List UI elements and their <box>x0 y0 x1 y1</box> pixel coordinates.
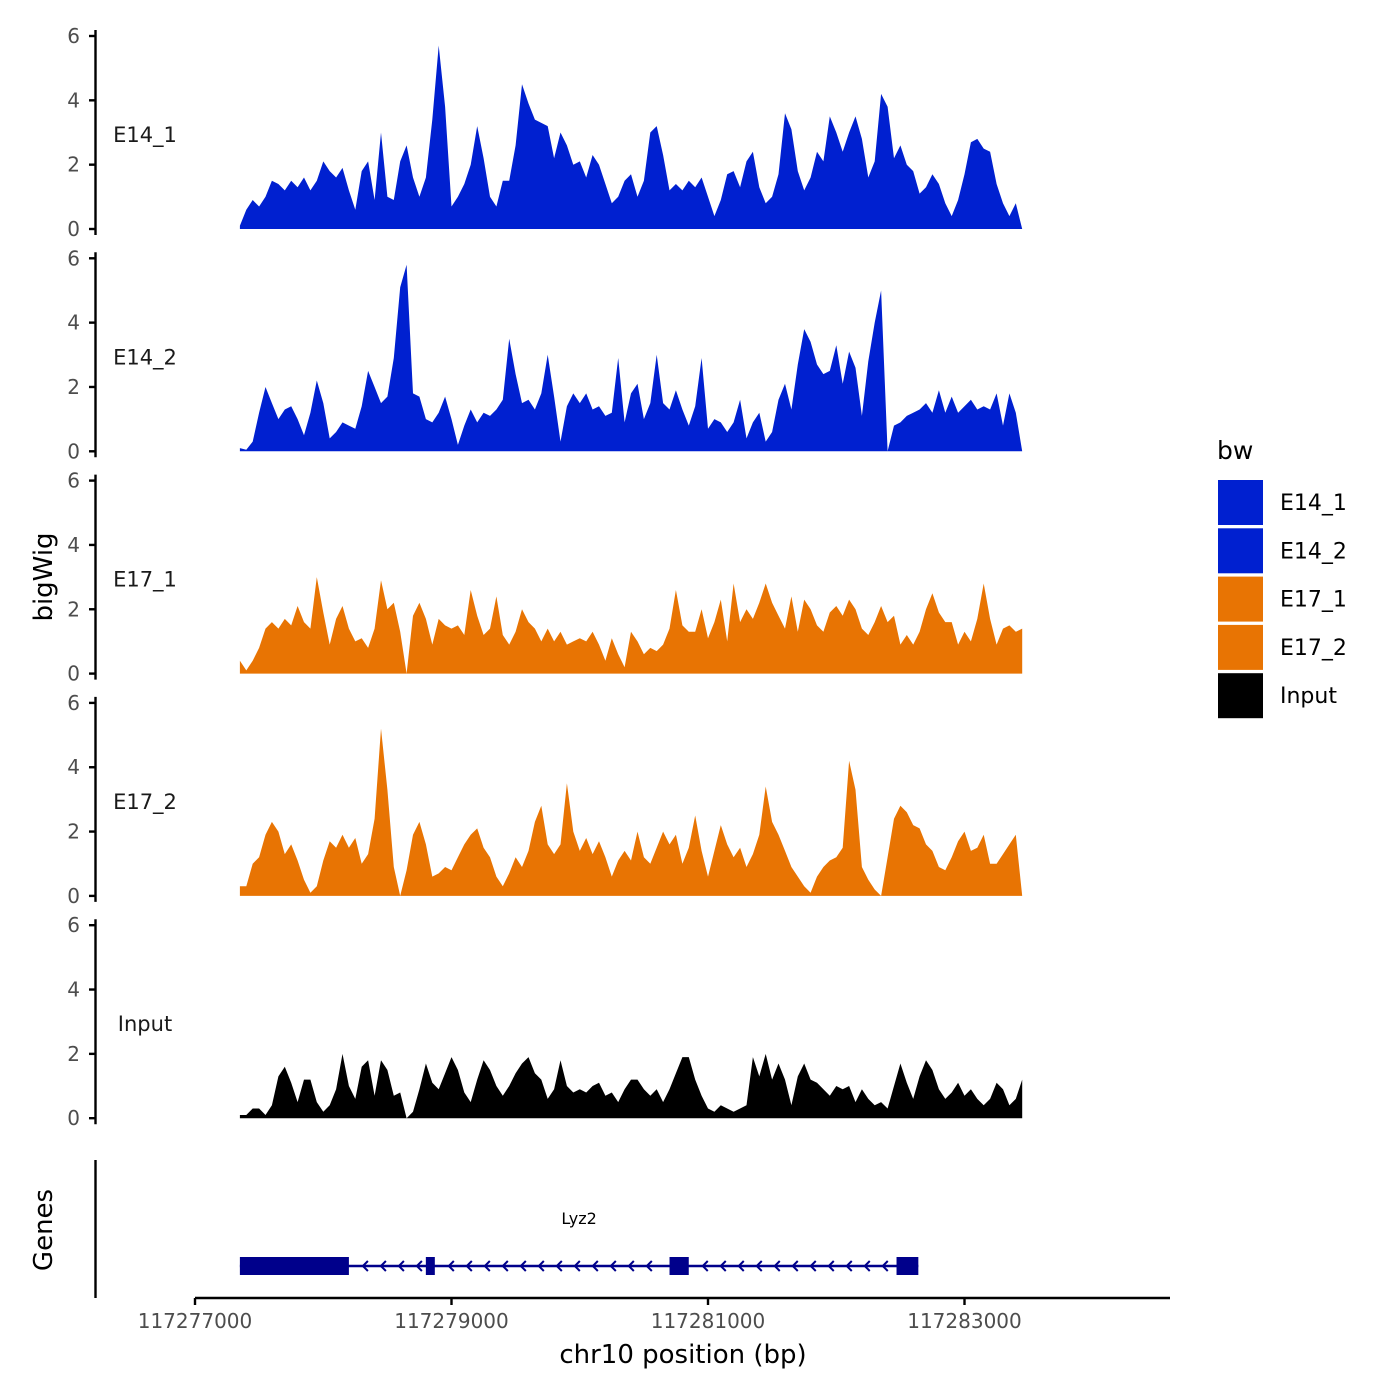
strand-arrow <box>379 1260 387 1272</box>
legend-swatch <box>1218 673 1263 719</box>
y-tick-label: 0 <box>67 884 80 908</box>
gene-model: Lyz2 <box>239 1209 919 1275</box>
strand-arrow <box>501 1260 509 1272</box>
y-tick-label: 0 <box>67 662 80 686</box>
x-tick-label: 117277000 <box>138 1309 253 1333</box>
strand-arrow <box>627 1260 635 1272</box>
y-tick-label: 6 <box>67 24 80 48</box>
legend-swatch <box>1218 576 1263 622</box>
strand-arrow <box>361 1260 369 1272</box>
y-tick-label: 4 <box>67 755 80 779</box>
y-tick-label: 6 <box>67 691 80 715</box>
legend-label: E17_2 <box>1280 636 1347 661</box>
track-area-E14_1 <box>239 45 1023 229</box>
track-label: Input <box>118 1012 172 1036</box>
y-tick-label: 4 <box>67 311 80 335</box>
legend-title: bw <box>1217 436 1253 465</box>
y-tick-label: 6 <box>67 246 80 270</box>
gene-exon <box>425 1257 435 1275</box>
strand-arrow <box>791 1260 799 1272</box>
strand-arrow <box>447 1260 455 1272</box>
strand-arrow <box>645 1260 653 1272</box>
track-label: E14_2 <box>113 345 177 370</box>
y-tick-label: 2 <box>67 820 80 844</box>
strand-arrow <box>591 1260 599 1272</box>
strand-arrow <box>719 1260 727 1272</box>
legend-item: E14_1 <box>1218 480 1347 525</box>
y-tick-label: 6 <box>67 469 80 493</box>
y-tick-label: 4 <box>67 88 80 112</box>
strand-arrow <box>397 1260 405 1272</box>
legend: bw E14_1 E14_2 E17_1 E17_2 Input <box>1217 436 1347 719</box>
track-E14_1: 0 2 4 6 E14_1 <box>67 24 1023 241</box>
strand-arrow <box>519 1260 527 1272</box>
strand-arrow <box>845 1260 853 1272</box>
x-tick-label: 117281000 <box>651 1309 766 1333</box>
y-tick-label: 2 <box>67 153 80 177</box>
legend-item: E17_2 <box>1218 624 1347 670</box>
legend-label: E14_2 <box>1280 539 1347 564</box>
y-axis-title: bigWig <box>29 532 59 621</box>
legend-swatch <box>1218 480 1263 525</box>
strand-arrow <box>863 1260 871 1272</box>
strand-arrow <box>465 1260 473 1272</box>
y-tick-label: 6 <box>67 913 80 937</box>
y-tick-label: 2 <box>67 597 80 621</box>
strand-arrow <box>537 1260 545 1272</box>
track-label: E14_1 <box>113 123 177 148</box>
gene-panel-label: Genes <box>29 1189 59 1271</box>
strand-arrow <box>701 1260 709 1272</box>
track-E17_2: 0 2 4 6 E17_2 <box>67 691 1023 908</box>
y-tick-label: 0 <box>67 439 80 463</box>
strand-arrow <box>881 1260 889 1272</box>
strand-arrow <box>555 1260 563 1272</box>
gene-panel: Genes Lyz2 <box>29 1160 919 1298</box>
track-area-Input <box>239 1053 1023 1119</box>
x-tick-label: 117283000 <box>907 1309 1022 1333</box>
legend-swatch <box>1218 528 1263 574</box>
legend-label: E14_1 <box>1280 491 1347 516</box>
gene-exon <box>896 1257 919 1275</box>
y-tick-label: 2 <box>67 1042 80 1066</box>
y-tick-label: 0 <box>67 1106 80 1130</box>
strand-arrow <box>809 1260 817 1272</box>
legend-label: E17_1 <box>1280 588 1347 613</box>
strand-arrow <box>827 1260 835 1272</box>
x-axis-title: chr10 position (bp) <box>559 1340 806 1370</box>
track-E17_1: 0 2 4 6 E17_1 <box>67 469 1023 686</box>
track-area-E17_1 <box>239 577 1023 674</box>
y-tick-label: 0 <box>67 217 80 241</box>
strand-arrow <box>609 1260 617 1272</box>
x-axis: chr10 position (bp) 117277000 117279000 11… <box>138 1296 1170 1370</box>
strand-arrow <box>773 1260 781 1272</box>
track-area-E17_2 <box>239 728 1023 896</box>
strand-arrow <box>755 1260 763 1272</box>
strand-arrow <box>483 1260 491 1272</box>
legend-swatch <box>1218 624 1263 670</box>
x-tick-label: 117279000 <box>394 1309 509 1333</box>
legend-label: Input <box>1280 684 1337 709</box>
signal-tracks: 0 2 4 6 E14_1 0 2 4 6 E14_2 0 2 4 6 E17_1 0 2 4 6 E17_2 0 2 4 6… <box>67 24 1023 1130</box>
track-area-E14_2 <box>239 264 1023 452</box>
track-label: E17_1 <box>113 568 177 593</box>
y-tick-label: 4 <box>67 978 80 1002</box>
y-tick-label: 4 <box>67 533 80 557</box>
strand-arrow <box>415 1260 423 1272</box>
gene-name-label: Lyz2 <box>561 1209 597 1228</box>
legend-item: E14_2 <box>1218 528 1347 574</box>
strand-arrow <box>573 1260 581 1272</box>
gene-exon <box>669 1257 689 1275</box>
y-tick-label: 2 <box>67 375 80 399</box>
legend-item: Input <box>1218 673 1337 719</box>
track-E14_2: 0 2 4 6 E14_2 <box>67 246 1023 463</box>
track-label: E17_2 <box>113 790 177 815</box>
legend-item: E17_1 <box>1218 576 1347 622</box>
gene-exon <box>239 1257 349 1275</box>
strand-arrow <box>737 1260 745 1272</box>
track-Input: 0 2 4 6 Input <box>67 913 1023 1130</box>
